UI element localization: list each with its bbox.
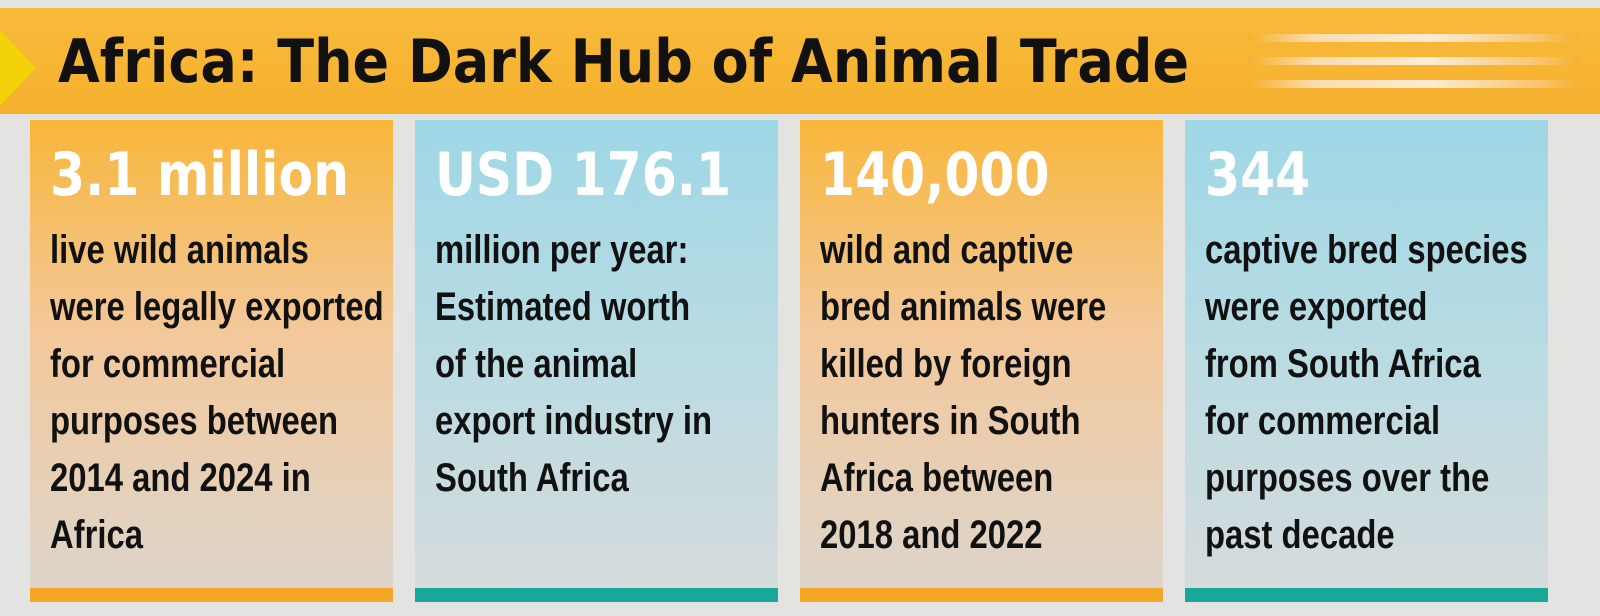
description-line: captive bred species — [1205, 228, 1528, 272]
description-line: of the animal — [435, 342, 638, 386]
stat-description: million per year: Estimated worth of the… — [435, 222, 747, 507]
page-title: Africa: The Dark Hub of Animal Trade — [58, 27, 1190, 97]
stat-value: 140,000 — [820, 140, 1050, 210]
decorative-stripes — [1248, 34, 1580, 100]
banner-arrow-icon — [0, 30, 36, 106]
description-line: hunters in South — [820, 399, 1081, 443]
stripe — [1248, 80, 1580, 88]
stat-card-live-animals: 3.1 million live wild animals were legal… — [30, 120, 393, 602]
description-line: live wild animals — [50, 228, 309, 272]
stripe — [1248, 34, 1580, 42]
description-line: Africa between — [820, 456, 1054, 500]
description-line: 2018 and 2022 — [820, 513, 1043, 557]
card-bottom-bar — [1185, 588, 1548, 602]
description-line: for commercial — [1205, 399, 1441, 443]
stat-description: wild and captive bred animals were kille… — [820, 222, 1132, 564]
card-bottom-bar — [800, 588, 1163, 602]
stat-card-hunted-animals: 140,000 wild and captive bred animals we… — [800, 120, 1163, 602]
description-line: killed by foreign — [820, 342, 1072, 386]
description-line: Africa — [50, 513, 143, 557]
card-bottom-bar — [415, 588, 778, 602]
description-line: were exported — [1205, 285, 1428, 329]
stat-card-export-worth: USD 176.1 million per year: Estimated wo… — [415, 120, 778, 602]
card-bottom-bar — [30, 588, 393, 602]
description-line: purposes between — [50, 399, 338, 443]
stat-card-captive-species: 344 captive bred species were exported f… — [1185, 120, 1548, 602]
description-line: 2014 and 2024 in — [50, 456, 311, 500]
stripe — [1248, 57, 1580, 65]
stat-value: 3.1 million — [50, 140, 349, 210]
stat-description: live wild animals were legally exported … — [50, 222, 384, 564]
stat-description: captive bred species were exported from … — [1205, 222, 1528, 564]
description-line: past decade — [1205, 513, 1395, 557]
stat-value: 344 — [1205, 140, 1311, 210]
description-line: export industry in — [435, 399, 713, 443]
description-line: bred animals were — [820, 285, 1107, 329]
description-line: Estimated worth — [435, 285, 691, 329]
stat-value: USD 176.1 — [435, 140, 732, 210]
description-line: for commercial — [50, 342, 286, 386]
description-line: wild and captive — [820, 228, 1074, 272]
description-line: from South Africa — [1205, 342, 1481, 386]
description-line: were legally exported — [50, 285, 384, 329]
title-banner: Africa: The Dark Hub of Animal Trade — [0, 8, 1600, 114]
description-line: purposes over the — [1205, 456, 1490, 500]
description-line: million per year: — [435, 228, 689, 272]
description-line: South Africa — [435, 456, 629, 500]
